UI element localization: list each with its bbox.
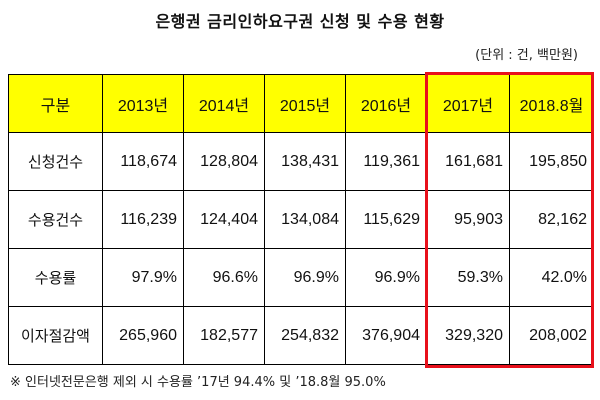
- table-cell: 96.9%: [264, 248, 346, 307]
- table-cell: 128,804: [183, 132, 265, 191]
- table-cell: 138,431: [264, 132, 346, 191]
- table-cell: 254,832: [264, 306, 346, 365]
- status-table: 구분 2013년 2014년 2015년 2016년 2017년 2018.8월…: [8, 74, 594, 365]
- table-cell: 96.9%: [345, 248, 427, 307]
- table-cell: 124,404: [183, 190, 265, 249]
- table-cell: 182,577: [183, 306, 265, 365]
- unit-note: (단위 : 건, 백만원): [475, 48, 578, 63]
- table-cell: 82,162: [509, 190, 594, 249]
- table-cell: 329,320: [426, 306, 510, 365]
- header-2018-aug: 2018.8월: [509, 74, 594, 133]
- table-row-accepted: 수용건수 116,239 124,404 134,084 115,629 95,…: [8, 190, 594, 249]
- table-cell: 208,002: [509, 306, 594, 365]
- row-label: 수용률: [8, 248, 103, 307]
- header-2013: 2013년: [102, 74, 184, 133]
- table-cell: 134,084: [264, 190, 346, 249]
- table-cell: 96.6%: [183, 248, 265, 307]
- header-category: 구분: [8, 74, 103, 133]
- table-cell: 42.0%: [509, 248, 594, 307]
- header-2015: 2015년: [264, 74, 346, 133]
- table-row-applications: 신청건수 118,674 128,804 138,431 119,361 161…: [8, 132, 594, 191]
- table-cell: 265,960: [102, 306, 184, 365]
- table-row-acceptance-rate: 수용률 97.9% 96.6% 96.9% 96.9% 59.3% 42.0%: [8, 248, 594, 307]
- table-cell: 116,239: [102, 190, 184, 249]
- page-title: 은행권 금리인하요구권 신청 및 수용 현황: [155, 12, 445, 31]
- table-cell: 97.9%: [102, 248, 184, 307]
- table-cell: 161,681: [426, 132, 510, 191]
- row-label: 이자절감액: [8, 306, 103, 365]
- table-cell: 195,850: [509, 132, 594, 191]
- table-cell: 95,903: [426, 190, 510, 249]
- row-label: 신청건수: [8, 132, 103, 191]
- table-cell: 115,629: [345, 190, 427, 249]
- table-cell: 376,904: [345, 306, 427, 365]
- table-cell: 119,361: [345, 132, 427, 191]
- table-cell: 118,674: [102, 132, 184, 191]
- table-header-row: 구분 2013년 2014년 2015년 2016년 2017년 2018.8월: [8, 74, 594, 133]
- header-2017: 2017년: [426, 74, 510, 133]
- header-2016: 2016년: [345, 74, 427, 133]
- table-cell: 59.3%: [426, 248, 510, 307]
- footnote: ※ 인터넷전문은행 제외 시 수용률 ’17년 94.4% 및 ’18.8월 9…: [10, 375, 386, 390]
- table-row-interest-savings: 이자절감액 265,960 182,577 254,832 376,904 32…: [8, 306, 594, 365]
- row-label: 수용건수: [8, 190, 103, 249]
- header-2014: 2014년: [183, 74, 265, 133]
